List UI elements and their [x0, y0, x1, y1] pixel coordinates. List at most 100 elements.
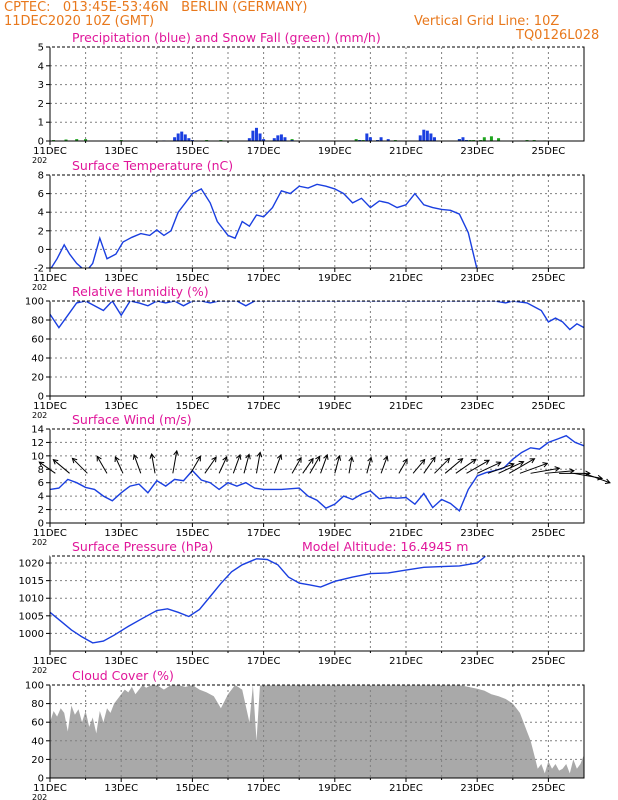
wind-arrow-shaft [487, 463, 514, 474]
x-tick-label: 15DEC [176, 528, 210, 539]
precip-bar [276, 135, 280, 141]
x-tick-label: 19DEC [318, 401, 352, 412]
wind-arrow-shaft [302, 458, 314, 474]
precip-bar [461, 137, 465, 141]
wind-arrow-head [444, 457, 451, 464]
x-tick-label: 25DEC [532, 146, 566, 157]
wind-arrow [149, 452, 156, 474]
panel-title: Precipitation (blue) and Snow Fall (gree… [72, 30, 381, 45]
panel-frame [49, 428, 585, 524]
panel-rh: 0 20 40 60 80 100 11DEC 13DEC 15DEC 17DEC 19DEC 21D… [25, 284, 585, 420]
precip-bar [187, 138, 191, 141]
y-tick-label: 4 [38, 61, 44, 72]
wind-arrow [38, 461, 56, 474]
y-tick-label: 8 [38, 465, 44, 476]
header-datetime: 11DEC2020 10Z (GMT) [4, 14, 155, 29]
x-tick-label: 21DEC [389, 401, 423, 412]
precip-bar [180, 131, 184, 141]
header-code: TQ0126L028 [516, 28, 600, 43]
wind-arrow-head [256, 451, 263, 458]
snow-bar [497, 138, 501, 141]
y-tick-label: 0 [38, 519, 44, 530]
panel-frame [49, 174, 585, 269]
wind-arrow [232, 453, 242, 474]
y-tick-label: 1010 [19, 594, 44, 605]
x-tick-label: 11DEC [33, 401, 67, 412]
wind-arrow-head [430, 456, 436, 463]
x-tick-label: 15DEC [176, 656, 210, 667]
x-tick-label: 21DEC [389, 146, 423, 157]
y-tick-label: 12 [31, 438, 44, 449]
wind-arrow-head [52, 459, 59, 465]
wind-arrow-shaft [508, 458, 535, 474]
wind-arrow [487, 462, 515, 474]
x-tick-label: 23DEC [460, 783, 494, 794]
wind-arrow-shaft [398, 458, 408, 474]
x-tick-label: 21DEC [389, 783, 423, 794]
precip-bar [379, 137, 383, 141]
wind-arrow [52, 459, 70, 474]
panel-title: Relative Humidity (%) [72, 284, 209, 299]
wind-arrow-head [296, 456, 302, 463]
wind-arrow [302, 457, 314, 474]
precip-bar [183, 134, 187, 141]
precip-bar [254, 127, 258, 141]
wind-arrow-shaft [434, 457, 450, 474]
wind-arrow-shaft [190, 456, 201, 474]
wind-arrow [519, 462, 549, 474]
x-tick-label: 13DEC [104, 146, 138, 157]
wind-arrow-head [132, 453, 139, 460]
wind-arrow-head [604, 478, 611, 485]
wind-arrow [455, 458, 477, 474]
y-tick-label: 0 [38, 245, 44, 256]
wind-arrow-shaft [96, 456, 108, 474]
x-year-label: 202 [32, 793, 47, 800]
wind-arrow [291, 456, 302, 474]
y-tick-label: 2 [38, 226, 44, 237]
panel-title: Surface Temperature (nC) [72, 158, 233, 173]
x-year-label: 202 [32, 538, 47, 547]
x-tick-label: 17DEC [247, 656, 281, 667]
wind-arrow [71, 457, 88, 474]
wind-arrow-shaft [309, 456, 321, 474]
temp-line [50, 183, 478, 268]
wind-arrow-shaft [423, 456, 436, 474]
wind-arrow-head [211, 456, 217, 463]
wind-arrow [132, 453, 142, 474]
wind-arrow-shaft [412, 459, 426, 474]
panel-temp: -2 0 2 4 6 8 11DEC 13DEC 15DEC 17DEC 19DEC 21DEC 23D… [32, 158, 585, 292]
wind-arrow-head [569, 468, 575, 474]
wind-arrow-shaft [583, 472, 611, 484]
panel-pressure: 1000 1005 1010 1015 1020 11DEC 13DEC 15DEC 17DEC… [19, 539, 585, 675]
x-tick-label: 25DEC [532, 528, 566, 539]
x-tick-label: 17DEC [247, 783, 281, 794]
precip-bar [258, 133, 262, 141]
wind-arrow-shaft [273, 454, 282, 474]
wind-arrow-head [222, 456, 228, 463]
y-tick-label: 100 [25, 297, 44, 308]
wind-arrow [508, 458, 536, 474]
precip-bar [365, 133, 369, 141]
y-tick-label: 6 [38, 478, 44, 489]
snow-bar [354, 139, 358, 141]
panel-cloud: 0 20 40 60 80 100 11DEC 13DEC 15DEC 17DEC 19DEC 21D… [25, 668, 585, 800]
panel-title: Cloud Cover (%) [72, 668, 174, 683]
wind-arrow [366, 456, 373, 474]
wind-arrow-head [554, 466, 561, 472]
wind-arrow-head [402, 458, 408, 465]
wind-arrow [573, 472, 604, 481]
precip-bar [247, 138, 251, 141]
wind-arrow-shaft [320, 454, 328, 474]
x-tick-label: 15DEC [176, 783, 210, 794]
x-tick-label: 13DEC [104, 783, 138, 794]
y-tick-label: 80 [31, 316, 44, 327]
wind-arrow-head [529, 458, 536, 464]
wind-arrow-shaft [498, 461, 524, 474]
header-location: CPTEC: 013:45E-53:46N BERLIN (GERMANY) [4, 0, 308, 15]
wind-line [50, 434, 584, 513]
x-tick-label: 11DEC [33, 146, 67, 157]
panel-title: Surface Pressure (hPa) [72, 539, 213, 554]
y-tick-label: 5 [38, 43, 44, 54]
y-tick-label: 4 [38, 492, 44, 503]
wind-arrow-shaft [444, 458, 463, 474]
